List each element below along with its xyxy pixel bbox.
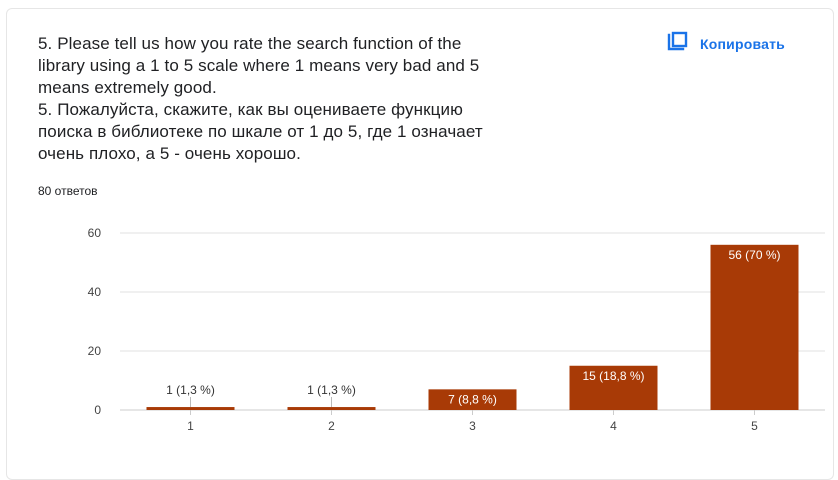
question-line: means extremely good. (38, 78, 217, 97)
question-line: поиска в библиотеке по шкале от 1 до 5, … (38, 122, 483, 141)
question-text: 5. Please tell us how you rate the searc… (38, 33, 638, 165)
question-line: library using a 1 to 5 scale where 1 mea… (38, 56, 480, 75)
question-line: очень плохо, а 5 - очень хорошо. (38, 144, 301, 163)
copy-icon (666, 31, 688, 58)
question-line: 5. Please tell us how you rate the searc… (38, 34, 462, 53)
answers-count: 80 ответов (38, 184, 98, 198)
copy-button-label: Копировать (700, 36, 785, 52)
question-card (6, 8, 834, 480)
copy-button[interactable]: Копировать (656, 26, 795, 62)
question-line: 5. Пожалуйста, скажите, как вы оценивает… (38, 100, 463, 119)
